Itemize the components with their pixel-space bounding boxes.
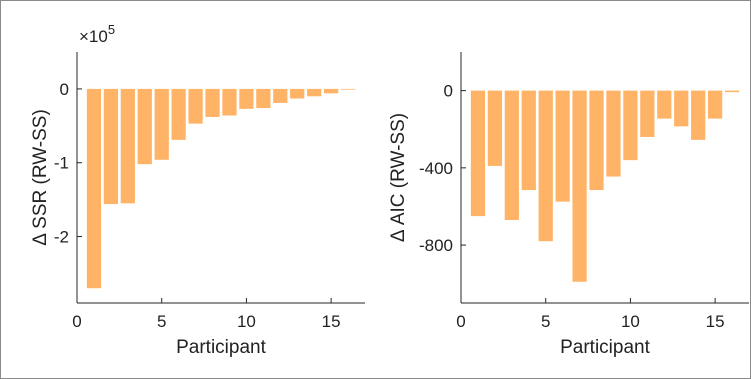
- bar: [273, 88, 288, 103]
- bar: [188, 88, 203, 124]
- bar: [137, 88, 152, 165]
- bar: [222, 88, 237, 116]
- bar: [640, 90, 655, 137]
- x-tick-label: 10: [237, 312, 256, 331]
- x-tick-label: 0: [72, 312, 81, 331]
- bar: [521, 90, 536, 191]
- y-tick-label: 0: [444, 82, 453, 101]
- y-tick-label: -1: [54, 154, 69, 173]
- bar: [691, 90, 706, 140]
- bar: [103, 88, 118, 205]
- x-tick-label: 5: [157, 312, 166, 331]
- bar: [340, 88, 356, 90]
- bar: [657, 90, 672, 119]
- bar: [487, 90, 502, 166]
- x-tick-label: 0: [456, 312, 465, 331]
- bar: [324, 88, 339, 94]
- bar: [724, 90, 740, 93]
- bar: [120, 88, 135, 204]
- bar: [239, 88, 254, 109]
- x-axis-label: Participant: [560, 337, 650, 358]
- bar: [538, 90, 553, 242]
- bar: [256, 88, 271, 109]
- y-tick-label: -2: [54, 228, 69, 247]
- y-tick-label: 0: [60, 80, 69, 99]
- bar: [205, 88, 220, 117]
- bar: [504, 90, 519, 220]
- bar: [470, 90, 486, 217]
- bar: [171, 88, 186, 140]
- bar: [154, 88, 169, 160]
- bar: [674, 90, 689, 127]
- bar: [86, 88, 102, 289]
- y-axis-label: Δ SSR (RW-SS): [30, 109, 51, 246]
- y-multiplier-base: ×10: [79, 27, 108, 46]
- x-axis-label: Participant: [176, 337, 266, 358]
- y-axis-label: Δ AIC (RW-SS): [388, 113, 409, 242]
- y-tick-label: -400: [419, 159, 453, 178]
- x-tick-label: 15: [706, 312, 725, 331]
- bar: [606, 90, 621, 177]
- bar: [623, 90, 638, 161]
- y-multiplier: ×105: [79, 22, 115, 46]
- x-tick-label: 5: [541, 312, 550, 331]
- bar: [708, 90, 723, 119]
- bar: [290, 88, 305, 99]
- x-tick-label: 10: [621, 312, 640, 331]
- bar: [572, 90, 587, 282]
- y-tick-label: -800: [419, 236, 453, 255]
- y-multiplier-exponent: 5: [108, 22, 115, 37]
- bar: [555, 90, 570, 202]
- bar: [307, 88, 322, 97]
- bar: [589, 90, 604, 191]
- x-tick-label: 15: [322, 312, 341, 331]
